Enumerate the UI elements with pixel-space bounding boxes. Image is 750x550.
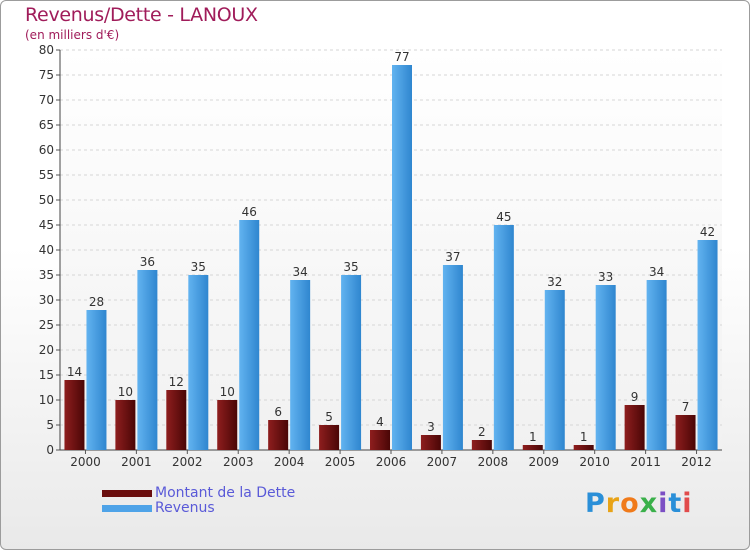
bar-revenus [697, 240, 718, 450]
bar-revenus [646, 280, 667, 450]
bar-revenus [188, 275, 209, 450]
data-label-revenus: 46 [242, 205, 257, 219]
logo-letter: i [682, 488, 693, 519]
chart-title: Revenus/Dette - LANOUX [25, 4, 258, 26]
bar-dette [624, 405, 645, 450]
data-label-dette: 6 [274, 405, 282, 419]
bar-dette [522, 445, 543, 450]
bar-dette [675, 415, 696, 450]
proxiti-logo: Proxiti [585, 488, 693, 519]
data-label-dette: 10 [118, 385, 133, 399]
x-tick-label: 2007 [427, 455, 458, 469]
y-tick-label: 55 [39, 168, 54, 182]
bar-revenus [442, 265, 463, 450]
legend-label-revenus: Revenus [155, 500, 215, 516]
y-tick-label: 80 [39, 43, 54, 57]
x-tick-label: 2001 [121, 455, 152, 469]
bar-dette [217, 400, 238, 450]
bar-revenus [239, 220, 260, 450]
x-tick-label: 2006 [376, 455, 407, 469]
bar-revenus [595, 285, 616, 450]
y-tick-label: 45 [39, 218, 54, 232]
x-tick-label: 2009 [528, 455, 559, 469]
legend-swatch-revenus [102, 505, 152, 512]
logo-letter: i [658, 488, 669, 519]
bar-revenus [86, 310, 107, 450]
y-tick-label: 25 [39, 318, 54, 332]
data-label-revenus: 37 [445, 250, 460, 264]
y-tick-label: 20 [39, 343, 54, 357]
bar-dette [471, 440, 492, 450]
data-label-revenus: 35 [343, 260, 358, 274]
data-label-dette: 9 [631, 390, 639, 404]
data-label-dette: 4 [376, 415, 384, 429]
y-tick-label: 10 [39, 393, 54, 407]
bar-dette [319, 425, 340, 450]
y-tick-label: 50 [39, 193, 54, 207]
bar-revenus [137, 270, 158, 450]
legend-label-dette: Montant de la Dette [155, 485, 296, 501]
chart-subtitle: (en milliers d'€) [25, 28, 120, 42]
data-label-dette: 3 [427, 420, 435, 434]
y-tick-label: 0 [46, 443, 54, 457]
data-label-dette: 14 [67, 365, 82, 379]
legend-swatch-dette [102, 490, 152, 497]
x-tick-label: 2002 [172, 455, 203, 469]
y-tick-label: 40 [39, 243, 54, 257]
data-label-revenus: 36 [140, 255, 155, 269]
x-tick-label: 2010 [579, 455, 610, 469]
x-tick-label: 2012 [681, 455, 712, 469]
data-label-revenus: 33 [598, 270, 613, 284]
bar-revenus [544, 290, 565, 450]
bar-revenus [392, 65, 412, 450]
bar-dette [573, 445, 594, 450]
data-label-revenus: 34 [649, 265, 664, 279]
data-label-revenus: 35 [191, 260, 206, 274]
logo-letter: P [585, 488, 606, 519]
x-tick-label: 2008 [478, 455, 509, 469]
data-label-revenus: 42 [700, 225, 715, 239]
y-tick-label: 15 [39, 368, 54, 382]
y-tick-label: 60 [39, 143, 54, 157]
data-label-dette: 5 [325, 410, 333, 424]
data-label-dette: 7 [682, 400, 690, 414]
x-tick-label: 2011 [630, 455, 661, 469]
data-label-dette: 10 [220, 385, 235, 399]
x-tick-label: 2004 [274, 455, 305, 469]
logo-letter: o [620, 488, 640, 519]
bar-dette [115, 400, 136, 450]
data-label-revenus: 45 [496, 210, 511, 224]
logo-letter: t [668, 488, 683, 519]
y-tick-label: 65 [39, 118, 54, 132]
bar-dette [268, 420, 289, 450]
bar-dette [166, 390, 187, 450]
y-tick-label: 5 [46, 418, 54, 432]
data-label-dette: 12 [169, 375, 184, 389]
data-label-revenus: 28 [89, 295, 104, 309]
x-tick-label: 2000 [70, 455, 101, 469]
data-label-revenus: 32 [547, 275, 562, 289]
data-label-dette: 1 [529, 430, 537, 444]
y-tick-label: 30 [39, 293, 54, 307]
x-tick-label: 2005 [325, 455, 356, 469]
y-tick-label: 35 [39, 268, 54, 282]
x-tick-label: 2003 [223, 455, 254, 469]
logo-letter: x [639, 488, 659, 519]
data-label-revenus: 77 [394, 50, 409, 64]
data-label-revenus: 34 [293, 265, 308, 279]
bar-revenus [341, 275, 362, 450]
data-label-dette: 2 [478, 425, 486, 439]
data-label-dette: 1 [580, 430, 588, 444]
logo-letter: r [605, 488, 621, 519]
y-tick-label: 70 [39, 93, 54, 107]
bar-dette [64, 380, 85, 450]
bar-revenus [290, 280, 311, 450]
bar-dette [420, 435, 441, 450]
y-tick-label: 75 [39, 68, 54, 82]
bar-revenus [493, 225, 514, 450]
bar-dette [370, 430, 390, 450]
